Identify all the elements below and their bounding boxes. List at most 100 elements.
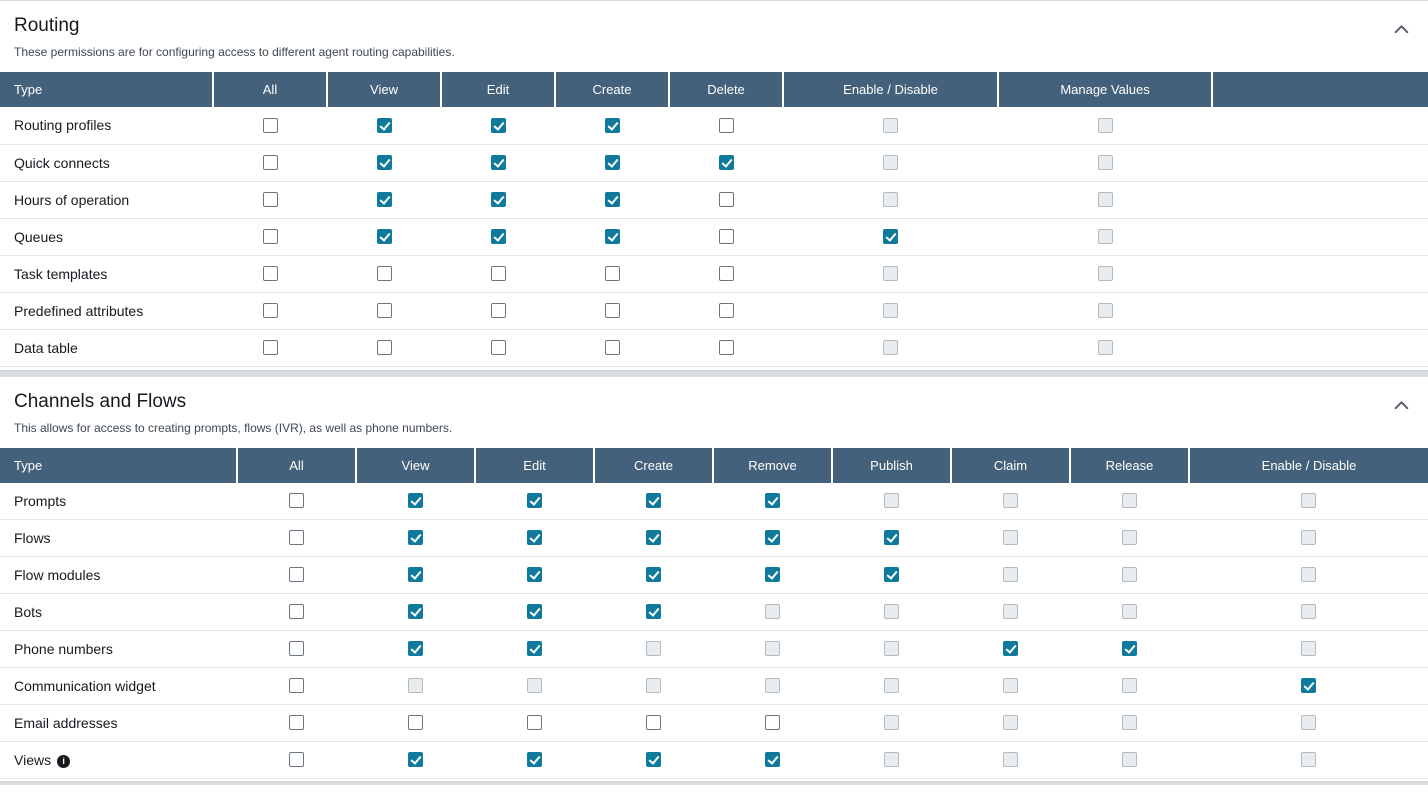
permission-checkbox[interactable] <box>527 493 542 509</box>
permission-checkbox[interactable] <box>408 752 423 768</box>
permission-checkbox[interactable] <box>646 493 661 509</box>
collapse-section-button[interactable] <box>1389 17 1414 42</box>
permission-checkbox[interactable] <box>262 339 278 355</box>
permission-checkbox <box>1122 567 1137 583</box>
permission-checkbox[interactable] <box>765 567 780 583</box>
permission-checkbox[interactable] <box>262 302 278 318</box>
permission-checkbox[interactable] <box>604 265 620 281</box>
permission-checkbox[interactable] <box>718 265 734 281</box>
permission-checkbox[interactable] <box>884 567 899 583</box>
permission-row: Routing profiles <box>0 107 1428 145</box>
permission-checkbox[interactable] <box>604 228 620 244</box>
permission-checkbox[interactable] <box>289 530 304 546</box>
permission-checkbox[interactable] <box>408 567 423 583</box>
permission-checkbox[interactable] <box>884 530 899 546</box>
permission-checkbox[interactable] <box>765 715 780 731</box>
collapse-section-button[interactable] <box>1389 393 1414 418</box>
permission-row: Quick connects <box>0 144 1428 182</box>
permission-checkbox <box>884 715 899 731</box>
permission-checkbox[interactable] <box>718 191 734 207</box>
permission-checkbox[interactable] <box>527 641 542 657</box>
permission-checkbox[interactable] <box>376 228 392 244</box>
permission-checkbox[interactable] <box>527 530 542 546</box>
permission-checkbox[interactable] <box>604 154 620 170</box>
permission-checkbox[interactable] <box>646 530 661 546</box>
permission-checkbox[interactable] <box>289 567 304 583</box>
permission-row: Task templates <box>0 255 1428 293</box>
permission-checkbox[interactable] <box>376 191 392 207</box>
permission-checkbox[interactable] <box>646 752 661 768</box>
permissions-table: Type All View Edit Create Remove Publish Claim R… <box>0 447 1428 779</box>
table-header-row: Type All View Edit Create Delete Enable / Disa… <box>0 72 1428 107</box>
permission-checkbox[interactable] <box>718 339 734 355</box>
permission-row: Prompts <box>0 482 1428 520</box>
row-label: Queues <box>14 228 64 245</box>
permission-checkbox[interactable] <box>289 641 304 657</box>
type-column-header: Type <box>0 72 213 107</box>
permission-checkbox[interactable] <box>289 752 304 768</box>
permission-checkbox[interactable] <box>376 154 392 170</box>
permission-checkbox[interactable] <box>289 493 304 509</box>
info-icon[interactable]: i <box>57 754 71 768</box>
permission-checkbox <box>883 302 898 318</box>
permission-checkbox[interactable] <box>490 117 506 133</box>
permission-checkbox[interactable] <box>718 117 734 133</box>
permission-checkbox <box>1097 339 1113 355</box>
permission-checkbox[interactable] <box>527 715 542 731</box>
permission-checkbox[interactable] <box>408 493 423 509</box>
permission-checkbox[interactable] <box>262 228 278 244</box>
permission-checkbox[interactable] <box>718 302 734 318</box>
permission-checkbox[interactable] <box>490 228 506 244</box>
permission-checkbox[interactable] <box>604 117 620 133</box>
permission-checkbox[interactable] <box>376 117 392 133</box>
permission-checkbox[interactable] <box>646 715 661 731</box>
permission-column-header: All <box>236 447 356 483</box>
permission-checkbox[interactable] <box>604 339 620 355</box>
permission-checkbox[interactable] <box>646 567 661 583</box>
permission-checkbox[interactable] <box>490 302 506 318</box>
permission-checkbox[interactable] <box>1003 641 1018 657</box>
permission-checkbox[interactable] <box>527 752 542 768</box>
permission-checkbox[interactable] <box>262 191 278 207</box>
permission-checkbox[interactable] <box>262 265 278 281</box>
permission-checkbox <box>883 154 898 170</box>
permission-checkbox[interactable] <box>408 715 423 731</box>
permission-checkbox[interactable] <box>527 604 542 620</box>
permission-checkbox[interactable] <box>376 302 392 318</box>
permission-checkbox[interactable] <box>408 530 423 546</box>
permission-checkbox[interactable] <box>376 265 392 281</box>
permission-column-header: Release <box>1069 447 1189 483</box>
permission-checkbox[interactable] <box>376 339 392 355</box>
permission-row: Queues <box>0 218 1428 256</box>
permission-checkbox <box>1097 265 1113 281</box>
permission-checkbox[interactable] <box>490 191 506 207</box>
permission-checkbox[interactable] <box>765 752 780 768</box>
row-label: Flows <box>14 530 51 546</box>
permission-checkbox[interactable] <box>289 715 304 731</box>
permission-checkbox[interactable] <box>408 604 423 620</box>
header-filler <box>1211 72 1428 107</box>
permission-checkbox[interactable] <box>289 678 304 694</box>
permission-checkbox <box>1003 530 1018 546</box>
permission-row: Email addresses <box>0 704 1428 742</box>
permission-checkbox[interactable] <box>262 117 278 133</box>
permission-checkbox[interactable] <box>490 265 506 281</box>
permission-checkbox[interactable] <box>490 339 506 355</box>
permission-checkbox[interactable] <box>883 228 898 244</box>
permission-checkbox[interactable] <box>527 567 542 583</box>
permission-checkbox[interactable] <box>1122 641 1137 657</box>
permission-column-header: Edit <box>474 447 594 483</box>
permission-checkbox[interactable] <box>262 154 278 170</box>
permission-checkbox[interactable] <box>408 641 423 657</box>
permission-checkbox[interactable] <box>1301 678 1316 694</box>
permission-checkbox[interactable] <box>765 530 780 546</box>
permission-checkbox[interactable] <box>718 154 734 170</box>
permission-checkbox[interactable] <box>490 154 506 170</box>
permission-checkbox[interactable] <box>604 191 620 207</box>
permission-checkbox[interactable] <box>604 302 620 318</box>
permission-checkbox[interactable] <box>718 228 734 244</box>
row-label: Views <box>14 752 52 768</box>
permission-checkbox[interactable] <box>289 604 304 620</box>
permission-checkbox[interactable] <box>765 493 780 509</box>
permission-checkbox[interactable] <box>646 604 661 620</box>
